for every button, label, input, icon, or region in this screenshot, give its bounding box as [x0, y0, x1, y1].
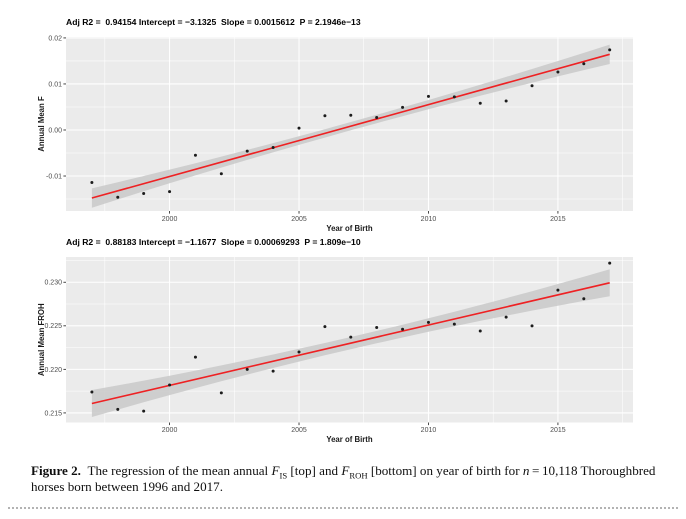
data-point	[116, 195, 120, 199]
data-point	[168, 190, 172, 194]
data-point	[608, 48, 612, 52]
regression-line	[91, 282, 610, 405]
data-point	[142, 409, 146, 413]
data-point	[556, 70, 560, 74]
data-point	[478, 101, 482, 105]
data-point	[375, 326, 379, 330]
figure-charts: 2000 2005 2010 2015 -0.01 0.00 0.01 0.02 Adj R2 …	[37, 17, 633, 444]
data-point	[375, 116, 379, 120]
data-point	[142, 192, 146, 196]
fis-chart: 2000 2005 2010 2015 -0.01 0.00 0.01 0.02 Adj R2 …	[37, 17, 633, 233]
x-tick-label: 2015	[550, 427, 566, 434]
data-point	[452, 95, 456, 99]
y-tick-label: 0.02	[48, 35, 62, 42]
x-tick-label: 2000	[162, 427, 178, 434]
data-point	[504, 315, 508, 319]
y-tick-label: 0.01	[48, 81, 62, 88]
data-point	[582, 297, 586, 301]
caption-text: The regression of the mean annual FIS [t…	[31, 463, 655, 494]
data-point	[426, 320, 430, 324]
caption-italic: n	[522, 463, 530, 478]
x-tick-label: 2000	[162, 216, 178, 223]
data-point	[245, 149, 249, 153]
data-point	[582, 62, 586, 66]
y-tick-label: 0.220	[44, 367, 62, 374]
froh-chart: 2000 2005 2010 2015 0.215 0.220 0.225 0.230 Adj …	[37, 237, 633, 444]
y-axis-title: Annual Mean F	[37, 96, 46, 152]
caption-run: The regression of the mean annual	[80, 463, 272, 478]
data-point	[530, 84, 534, 88]
caption-run: = 10,118 Thoroughbred horses born betwee…	[31, 463, 656, 494]
data-point	[193, 355, 197, 359]
data-point	[297, 126, 301, 130]
data-point	[608, 261, 612, 265]
caption-run: [bottom] on year of birth for	[367, 463, 523, 478]
data-point	[90, 390, 94, 394]
data-point	[530, 324, 534, 328]
x-tick-label: 2015	[550, 216, 566, 223]
y-tick-label: 0.00	[48, 127, 62, 134]
data-point	[271, 369, 275, 373]
chart-title: Adj R2 = 0.88183 Intercept = −1.1677 Slo…	[66, 237, 361, 247]
caption-subscript: IS	[279, 470, 288, 481]
data-point	[323, 325, 327, 329]
data-point	[271, 145, 275, 149]
data-point	[245, 367, 249, 371]
data-point	[323, 114, 327, 118]
data-points	[90, 48, 612, 199]
data-point	[504, 99, 508, 103]
y-tick-label: 0.215	[44, 410, 62, 417]
data-point	[349, 113, 353, 117]
data-point	[297, 350, 301, 354]
data-point	[452, 322, 456, 326]
regression-line	[91, 53, 610, 199]
x-axis-title: Year of Birth	[326, 435, 373, 444]
data-point	[168, 383, 172, 387]
caption-italic: F	[341, 463, 350, 478]
data-point	[90, 180, 94, 184]
data-point	[401, 105, 405, 109]
caption-italic: F	[271, 463, 280, 478]
data-point	[219, 391, 223, 395]
x-tick-label: 2010	[421, 427, 437, 434]
data-point	[556, 288, 560, 292]
x-tick-label: 2005	[291, 427, 307, 434]
figure-caption: Figure 2. The regression of the mean ann…	[31, 463, 667, 495]
data-points	[90, 261, 612, 413]
y-tick-label: 0.225	[44, 323, 62, 330]
x-axis-title: Year of Birth	[326, 224, 373, 233]
y-axis-title: Annual Mean FROH	[37, 303, 46, 376]
y-tick-label: 0.230	[44, 280, 62, 287]
data-point	[116, 407, 120, 411]
data-point	[219, 172, 223, 176]
x-tick-label: 2005	[291, 216, 307, 223]
data-point	[478, 329, 482, 333]
dotted-divider	[8, 507, 678, 509]
data-point	[401, 327, 405, 331]
caption-run: [top] and	[287, 463, 342, 478]
data-point	[349, 335, 353, 339]
data-point	[426, 94, 430, 98]
caption-subscript: ROH	[349, 470, 368, 481]
x-tick-label: 2010	[421, 216, 437, 223]
data-point	[193, 153, 197, 157]
chart-title: Adj R2 = 0.94154 Intercept = −3.1325 Slo…	[66, 17, 361, 27]
figure-label: Figure 2.	[31, 463, 81, 478]
y-tick-label: -0.01	[46, 173, 62, 180]
